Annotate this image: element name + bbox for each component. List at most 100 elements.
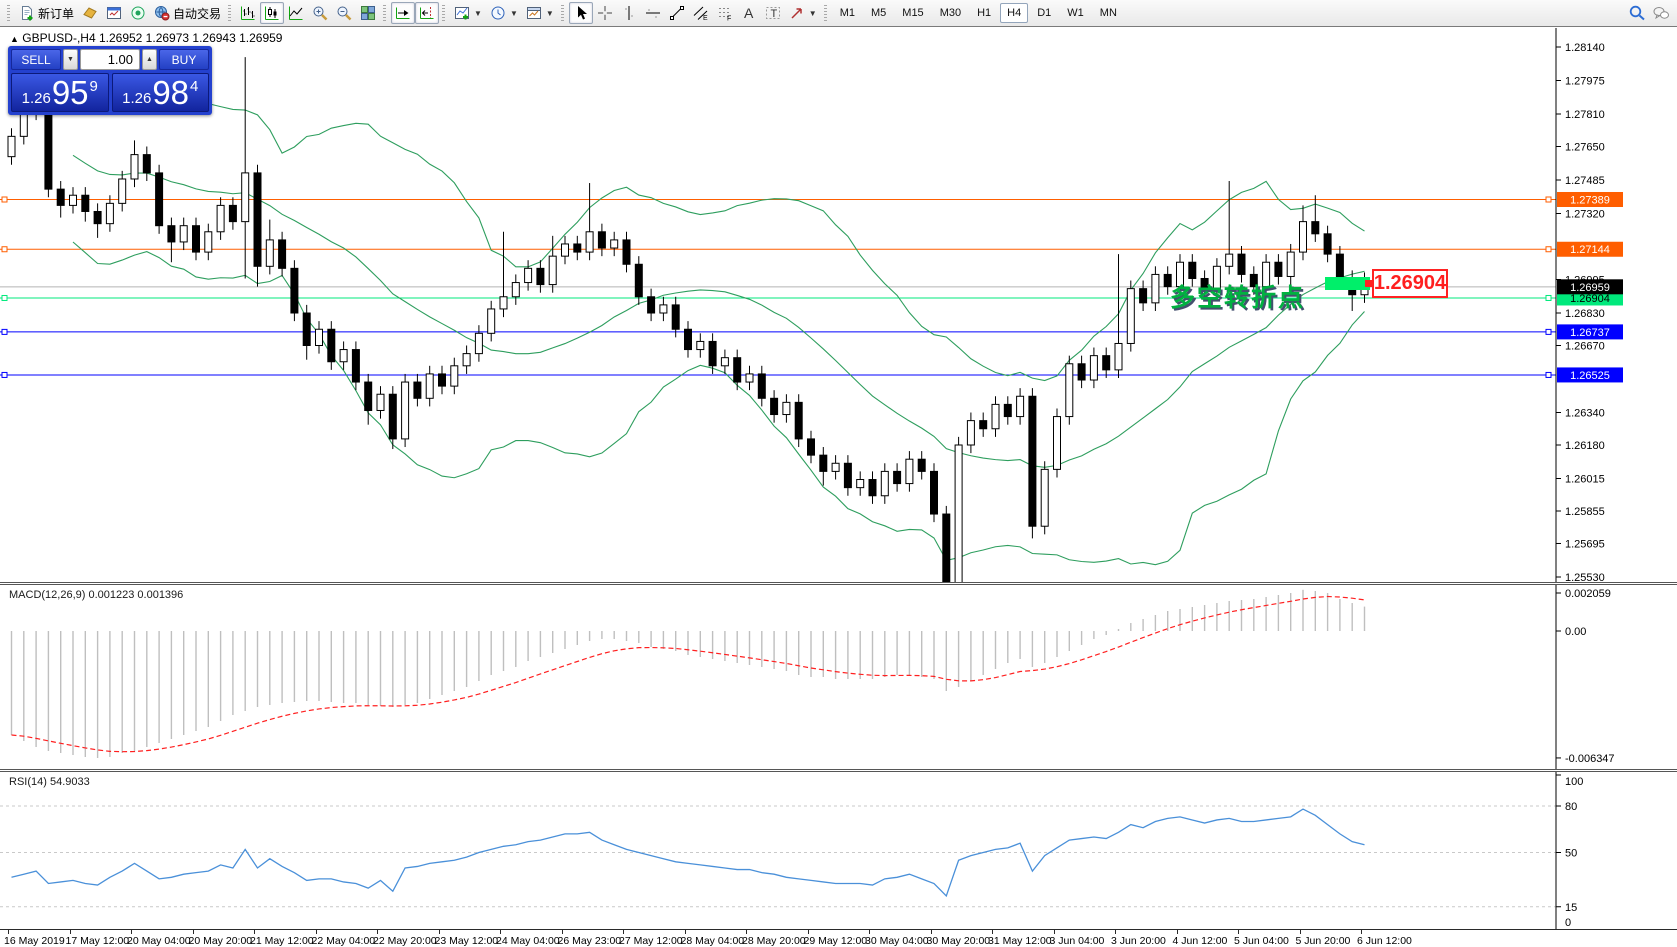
time-tick	[930, 930, 932, 934]
horizontal-line-button[interactable]	[641, 2, 665, 24]
time-tick	[254, 930, 255, 934]
timeframe-button-w1[interactable]: W1	[1067, 7, 1084, 19]
equidistant-channel-button[interactable]: E	[689, 2, 713, 24]
svg-text:15: 15	[1565, 902, 1577, 914]
chevron-down-icon[interactable]: ▼	[509, 8, 518, 18]
time-label: 3 Jun 04:00	[1049, 935, 1105, 947]
timeframe-button-m30[interactable]: M30	[939, 7, 962, 19]
time-label: 31 May 12:00	[988, 935, 1052, 947]
templates-icon	[526, 7, 541, 19]
time-label: 24 May 04:00	[496, 935, 560, 947]
svg-text:A: A	[744, 5, 754, 21]
cursor-icon	[577, 6, 587, 20]
svg-text:1.27485: 1.27485	[1565, 175, 1605, 187]
chevron-down-icon[interactable]: ▼	[808, 8, 817, 18]
indicators-button[interactable]: ▼	[450, 2, 486, 24]
rsi-chart-svg[interactable]: 100 80 50 15 0	[0, 772, 1677, 929]
chart-profiles-button[interactable]	[78, 2, 102, 24]
annotation-green-bar[interactable]	[1325, 277, 1370, 290]
fibonacci-icon: F	[718, 8, 731, 22]
timeframe-button-m15[interactable]: M15	[902, 7, 924, 19]
svg-text:0.00: 0.00	[1565, 626, 1586, 638]
volume-increase-button[interactable]: ▲	[142, 49, 157, 70]
macd-chart-svg[interactable]: 0.002059 0.00 -0.006347	[0, 585, 1677, 769]
time-tick	[8, 930, 9, 934]
cursor-button[interactable]	[568, 2, 593, 24]
fibonacci-button[interactable]: F	[713, 2, 737, 24]
market-watch-button[interactable]	[102, 2, 126, 24]
volume-input[interactable]	[80, 49, 140, 70]
toolbar-grip	[383, 4, 387, 22]
svg-text:F: F	[727, 16, 731, 22]
time-label: 4 Jun 12:00	[1172, 935, 1228, 947]
text-label-icon: T	[765, 7, 780, 20]
chart-shift-button[interactable]	[415, 2, 440, 24]
buy-button[interactable]: BUY	[159, 49, 209, 70]
crosshair-button[interactable]	[593, 2, 617, 24]
time-label: 28 May 20:00	[742, 935, 806, 947]
sell-button[interactable]: SELL	[11, 49, 61, 70]
svg-text:0: 0	[1565, 917, 1571, 929]
bar-chart-button[interactable]	[236, 2, 260, 24]
zoom-in-icon	[313, 6, 328, 21]
annotation-price-tag[interactable]: 1.26904	[1372, 269, 1448, 298]
chat-button[interactable]	[1649, 2, 1673, 24]
price-chart-svg[interactable]: 1.28140 1.27975 1.27810 1.27650 1.27485 1.273…	[0, 28, 1677, 582]
annotation-text[interactable]: 多空转折点	[1170, 284, 1306, 312]
timeframe-button-mn[interactable]: MN	[1099, 7, 1117, 19]
chevron-down-icon[interactable]: ▼	[474, 8, 482, 18]
pane-resizer[interactable]	[0, 769, 1677, 772]
time-tick	[1361, 930, 1362, 934]
time-label: 29 May 12:00	[803, 935, 868, 947]
zoom-in-button[interactable]	[308, 2, 332, 24]
collapse-arrow-icon[interactable]: ▲	[10, 34, 19, 44]
svg-text:1.26180: 1.26180	[1565, 440, 1605, 452]
trendline-button[interactable]	[665, 2, 689, 24]
time-tick	[1238, 930, 1239, 934]
time-tick	[377, 930, 378, 934]
auto-scroll-icon	[396, 7, 410, 19]
time-tick	[746, 930, 747, 934]
buy-price-button[interactable]: 1.26 98 4	[111, 73, 209, 112]
chat-icon	[1653, 7, 1669, 20]
indicators-icon	[455, 7, 470, 20]
volume-decrease-button[interactable]: ▼	[63, 49, 78, 70]
chart-window[interactable]: 1.28140 1.27975 1.27810 1.27650 1.27485 1.273…	[0, 28, 1677, 947]
toolbar-grip	[823, 4, 827, 22]
timeframe-button-m1[interactable]: M1	[839, 7, 855, 19]
svg-text:1.26737: 1.26737	[1570, 327, 1610, 339]
arrows-button[interactable]: ▼	[785, 2, 821, 24]
templates-button[interactable]: ▼	[522, 2, 558, 24]
autotrading-label: 自动交易	[173, 6, 222, 21]
timeframe-button-h1[interactable]: H1	[977, 7, 992, 19]
timeframe-button-d1[interactable]: D1	[1037, 7, 1052, 19]
pane-resizer[interactable]	[0, 582, 1677, 585]
time-axis[interactable]: 16 May 2019 17 May 12:00 20 May 04:00 20 Ma…	[0, 929, 1677, 947]
search-button[interactable]	[1625, 2, 1649, 24]
text-icon: A	[744, 5, 754, 21]
sell-price-button[interactable]: 1.26 95 9	[11, 73, 109, 112]
auto-scroll-button[interactable]	[391, 2, 416, 24]
svg-text:1.27810: 1.27810	[1565, 109, 1605, 121]
buy-price-prefix: 1.26	[122, 90, 152, 107]
new-order-button[interactable]: 新订单	[15, 2, 78, 24]
chevron-down-icon[interactable]: ▼	[545, 8, 554, 18]
line-chart-button[interactable]	[284, 2, 308, 24]
timeframe-button-m5[interactable]: M5	[871, 7, 887, 19]
equidistant-channel-icon: E	[693, 6, 708, 21]
autotrading-button[interactable]: 自动交易	[150, 2, 225, 24]
tile-windows-button[interactable]	[356, 2, 380, 24]
time-tick	[1176, 930, 1178, 934]
time-label: 22 May 04:00	[311, 935, 376, 947]
periods-button[interactable]: ▼	[486, 2, 522, 24]
timeframe-button-h4[interactable]: H4	[1000, 3, 1029, 23]
text-label-button[interactable]: T	[761, 2, 785, 24]
text-button[interactable]: A	[737, 2, 761, 24]
candlestick-chart-button[interactable]	[260, 2, 285, 24]
vertical-line-button[interactable]	[617, 2, 641, 24]
svg-text:1.27650: 1.27650	[1565, 141, 1605, 153]
trendline-icon	[669, 6, 684, 20]
signals-button[interactable]	[126, 2, 150, 24]
zoom-out-button[interactable]	[332, 2, 356, 24]
